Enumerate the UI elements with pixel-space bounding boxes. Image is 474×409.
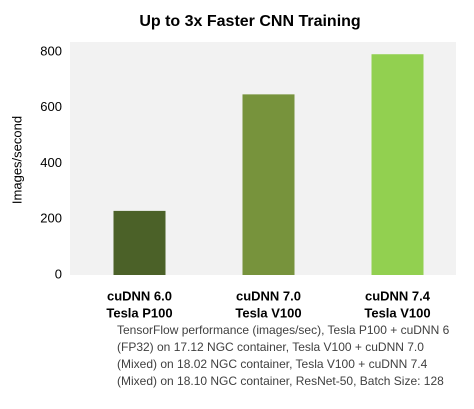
y-tick-label: 0	[55, 266, 62, 281]
x-tick-label: Tesla V100	[235, 305, 301, 320]
x-tick-label: Tesla P100	[106, 305, 172, 320]
y-tick-label: 800	[40, 43, 62, 58]
y-tick-label: 200	[40, 211, 62, 226]
y-axis-label: Images/second	[9, 116, 24, 204]
x-tick-label: Tesla V100	[364, 305, 430, 320]
bar	[371, 54, 424, 276]
bar	[113, 210, 166, 275]
bar	[242, 94, 295, 276]
x-tick-label: cuDNN 7.0	[236, 288, 301, 303]
footnote: TensorFlow performance (images/sec), Tes…	[117, 323, 450, 388]
x-tick-label: cuDNN 7.4	[365, 288, 431, 303]
y-tick-label: 600	[40, 99, 62, 114]
chart-title: Up to 3x Faster CNN Training	[139, 13, 360, 30]
x-tick-label: cuDNN 6.0	[107, 288, 172, 303]
y-tick-label: 400	[40, 155, 62, 170]
